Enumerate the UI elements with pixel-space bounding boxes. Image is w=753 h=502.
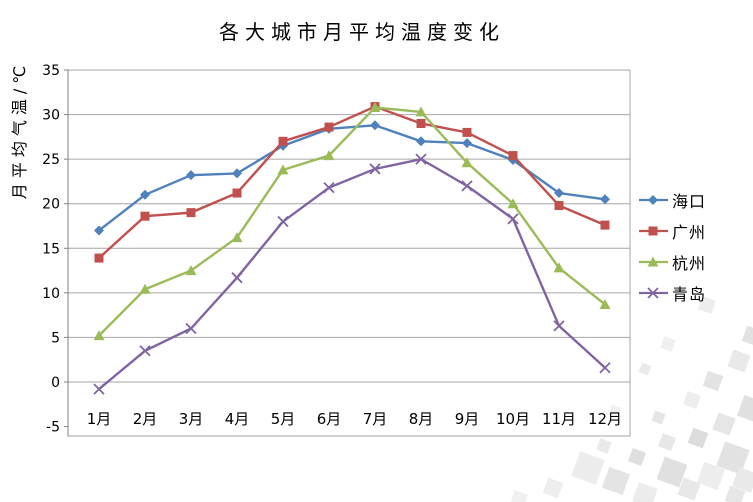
series-2-marker [415,106,427,117]
series-1-marker [232,188,242,198]
series-3-marker [507,213,519,225]
series-2-marker [599,298,611,309]
x-category-label: 12月 [588,410,622,428]
x-category-label: 2月 [133,410,158,428]
x-category-label: 5月 [271,410,296,428]
legend-marker [647,287,659,299]
series-1-marker [186,208,196,218]
y-tick-label: 5 [51,330,60,346]
x-category-label: 7月 [363,410,388,428]
series-3-marker [553,320,565,332]
series-2-marker [553,262,565,273]
legend-marker [647,256,659,267]
x-category-label: 4月 [225,410,250,428]
y-tick-label: 10 [42,286,60,302]
series-1-line [98,105,606,259]
series-1-marker [554,200,564,210]
x-category-label: 6月 [317,410,342,428]
legend-label: 青岛 [672,285,707,304]
series-3-marker [277,215,289,228]
x-category-label: 11月 [542,410,576,428]
legend-marker-diamond-icon [639,195,668,205]
series-3-marker [185,322,197,335]
legend-marker-triangle-icon [639,256,668,267]
x-category-label: 9月 [455,410,480,428]
series-2-marker [139,283,151,294]
x-category-label: 10月 [496,410,530,428]
legend-item-0[interactable]: 海口 [638,188,706,212]
series-1-marker [324,122,334,132]
plot-border [67,69,631,437]
series-2-marker [369,101,381,112]
series-3-marker [599,362,611,374]
series-0-marker [232,168,242,179]
series-3-marker [461,180,473,192]
legend: 海口 广州 杭州 青岛 [638,188,706,312]
y-tick-label: 25 [42,152,60,168]
series-3-marker [139,345,151,357]
series-1-marker [416,118,426,128]
series-0-marker [370,120,380,131]
legend-marker-square-icon [639,226,668,236]
series-2-line [98,106,606,337]
series-0-marker [554,188,564,199]
series-1-marker [462,127,472,137]
series-3-marker [93,383,105,395]
series-1-marker [600,220,610,230]
series-2-marker [231,232,243,243]
series-2-marker [277,164,289,175]
series-2-marker [323,150,335,161]
x-category-label: 8月 [409,410,434,428]
series-2-marker [185,265,197,276]
legend-item-3[interactable]: 青岛 [638,281,706,305]
y-tick-label: 0 [51,375,60,391]
x-category-label: 1月 [87,410,112,428]
series-2-marker [461,157,473,168]
series-1-marker [278,136,288,146]
series-3-line [98,157,606,391]
legend-label: 广州 [672,223,707,242]
series-3-marker [369,163,381,175]
chart-title: 各大城市月平均温度变化 [219,20,505,44]
legend-item-1[interactable]: 广州 [638,219,706,243]
legend-label: 海口 [672,192,707,211]
legend-marker [648,226,658,236]
series-1-marker [94,253,104,263]
series-0-marker [94,225,104,236]
y-tick-label: 20 [42,197,60,213]
x-category-label: 3月 [179,410,204,428]
series-0-marker [462,138,472,149]
series-2-marker [507,198,519,209]
legend-marker-x-icon [639,287,668,299]
series-0-marker [416,136,426,147]
series-2-marker [93,330,105,341]
series-1-marker [508,151,518,161]
series-0-marker [600,194,610,205]
series-3-marker [231,272,243,284]
series-3-marker [323,182,335,194]
series-1-marker [140,211,150,221]
legend-marker [648,195,658,205]
series-0-marker [186,170,196,181]
y-tick-label: 35 [42,63,60,79]
series-3-marker [415,153,427,165]
y-tick-label: 30 [42,108,60,124]
legend-item-2[interactable]: 杭州 [638,250,706,274]
legend-label: 杭州 [672,254,707,273]
y-tick-label: -5 [46,420,60,436]
y-tick-label: 15 [42,241,60,257]
series-0-marker [140,189,150,200]
